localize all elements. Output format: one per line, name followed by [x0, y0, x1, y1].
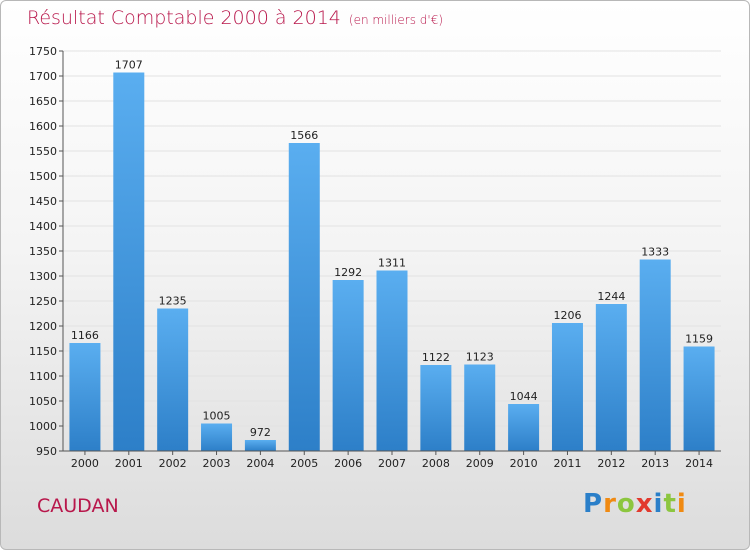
- y-tick-label: 1750: [29, 45, 57, 58]
- y-tick-label: 1600: [29, 120, 57, 133]
- proxiti-logo[interactable]: Proxiti: [583, 489, 687, 519]
- bars: 1166 1707 1235 1005 972 1566 1292 1311 1122 1123 1…: [69, 59, 715, 451]
- bar-value-label: 1123: [466, 351, 494, 364]
- x-tick-label: 2007: [378, 457, 406, 470]
- y-tick-label: 1100: [29, 370, 57, 383]
- bar-value-label: 1159: [685, 333, 713, 346]
- bar: [551, 323, 583, 451]
- chart-title-text: Résultat Comptable 2000 à 2014: [27, 7, 341, 29]
- bar-value-label: 1206: [553, 309, 581, 322]
- bar-value-label: 1235: [159, 295, 187, 308]
- y-tick-label: 1300: [29, 270, 57, 283]
- x-tick-label: 2005: [290, 457, 318, 470]
- x-tick-label: 2012: [597, 457, 625, 470]
- bar: [464, 364, 496, 451]
- x-tick-label: 2009: [466, 457, 494, 470]
- x-tick-label: 2010: [510, 457, 538, 470]
- x-tick-label: 2004: [246, 457, 274, 470]
- commune-name: CAUDAN: [37, 495, 119, 517]
- bar: [332, 280, 364, 451]
- x-tick-label: 2008: [422, 457, 450, 470]
- x-tick-label: 2003: [203, 457, 231, 470]
- bar: [595, 304, 627, 451]
- x-tick-label: 2000: [71, 457, 99, 470]
- y-tick-label: 1400: [29, 220, 57, 233]
- bar-value-label: 1292: [334, 266, 362, 279]
- y-tick-label: 1000: [29, 420, 57, 433]
- x-tick-label: 2013: [641, 457, 669, 470]
- bar: [201, 423, 233, 451]
- x-tick-label: 2014: [685, 457, 713, 470]
- x-tick-label: 2002: [159, 457, 187, 470]
- y-tick-label: 1450: [29, 195, 57, 208]
- bar-value-label: 1244: [597, 290, 625, 303]
- bar: [639, 259, 671, 451]
- bar-value-label: 1333: [641, 246, 669, 259]
- y-tick-label: 1650: [29, 95, 57, 108]
- y-tick-label: 1150: [29, 345, 57, 358]
- y-tick-label: 1500: [29, 170, 57, 183]
- bar: [508, 404, 540, 451]
- bar: [113, 72, 145, 451]
- y-tick-label: 1200: [29, 320, 57, 333]
- bar-value-label: 1005: [203, 410, 231, 423]
- bar: [420, 365, 452, 451]
- bar-value-label: 1044: [510, 390, 538, 403]
- bar: [157, 308, 189, 451]
- y-axis: 950 1000 1050 1100 1150 1200 1250 1300 1350 1400 1…: [29, 45, 64, 458]
- bar-value-label: 1566: [290, 129, 318, 142]
- bar-value-label: 1166: [71, 329, 99, 342]
- y-tick-label: 950: [36, 445, 57, 458]
- chart-title: Résultat Comptable 2000 à 2014 (en millie…: [27, 7, 443, 29]
- x-axis: 2000 2001 2002 2003 2004 2005 2006 2007 2008 2009…: [63, 450, 721, 470]
- bar-value-label: 1122: [422, 351, 450, 364]
- y-tick-label: 1350: [29, 245, 57, 258]
- bar: [683, 346, 715, 451]
- bar-value-label: 1311: [378, 257, 406, 270]
- y-tick-label: 1250: [29, 295, 57, 308]
- y-tick-label: 1550: [29, 145, 57, 158]
- x-tick-label: 2006: [334, 457, 362, 470]
- x-tick-label: 2011: [553, 457, 581, 470]
- bar: [69, 343, 101, 451]
- bar-value-label: 972: [250, 426, 271, 439]
- y-tick-label: 1050: [29, 395, 57, 408]
- bar: [244, 440, 276, 451]
- bar-value-label: 1707: [115, 59, 143, 72]
- y-tick-label: 1700: [29, 70, 57, 83]
- x-tick-label: 2001: [115, 457, 143, 470]
- bar: [288, 143, 320, 451]
- chart-unit: (en milliers d'€): [348, 13, 444, 27]
- bar: [376, 270, 408, 451]
